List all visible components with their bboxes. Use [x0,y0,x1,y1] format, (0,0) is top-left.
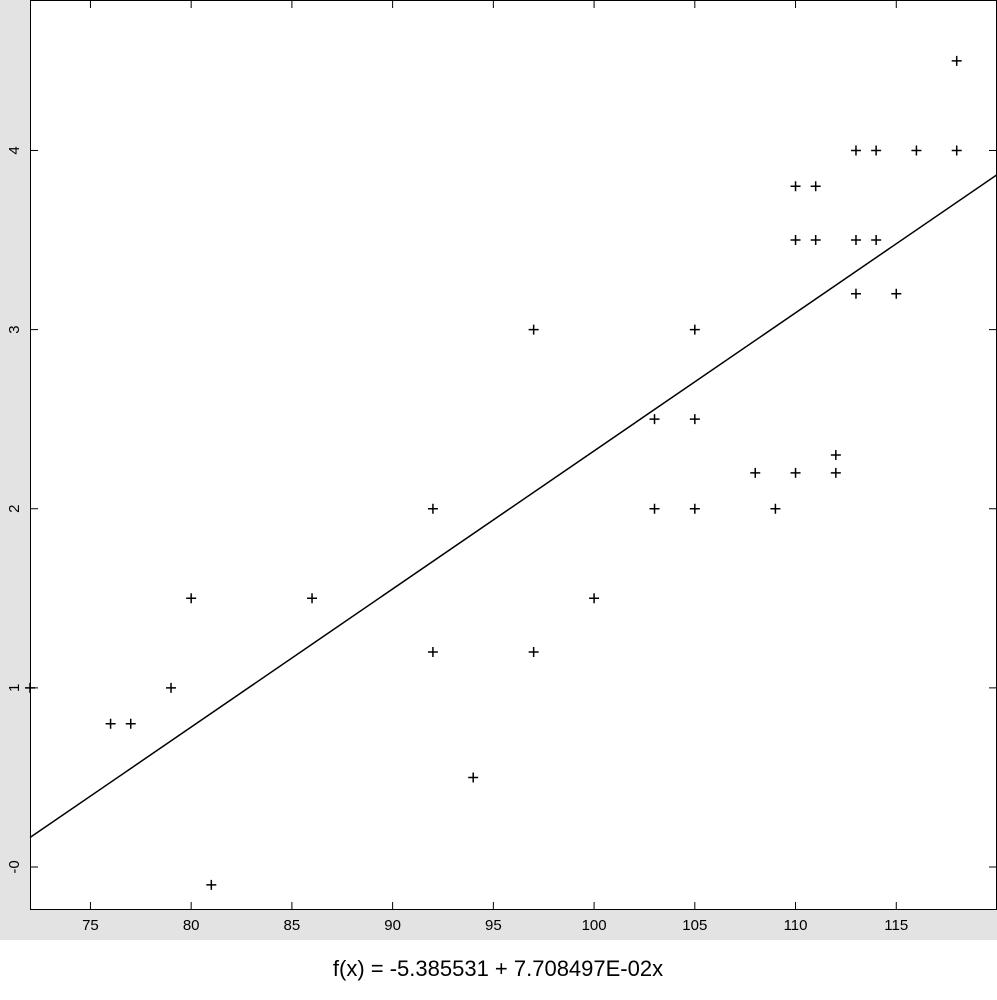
x-tick-label: 115 [884,917,908,934]
point [951,55,962,66]
point [206,879,217,890]
point [689,414,700,425]
point [850,288,861,299]
x-tick-label: 105 [682,917,707,934]
x-tick-label: 110 [784,917,808,934]
fit-line [29,174,997,839]
point [951,145,962,156]
point [125,718,136,729]
x-tick-label: 100 [582,917,607,934]
point [166,682,177,693]
point [830,450,841,460]
point [307,593,318,604]
x-tick-label: 95 [485,917,502,934]
y-tick-label: 3 [6,325,23,333]
point [186,593,197,604]
point [105,718,116,729]
y-tick-label: -0 [6,860,23,873]
point [790,235,801,246]
x-tick-label: 85 [284,917,301,934]
point [468,772,479,783]
x-tick-label: 90 [384,917,401,934]
point [830,467,841,478]
axis-background [0,0,30,940]
plot-area [30,0,997,910]
point [891,288,902,299]
fit-caption: f(x) = -5.385531 + 7.708497E-02x [333,956,663,981]
x-tick-label: 75 [82,917,99,934]
point [649,503,660,514]
point [427,503,438,514]
point [871,235,882,246]
point [528,647,539,658]
point [689,503,700,514]
point [790,181,801,192]
point [528,324,539,335]
y-tick-label: 4 [6,146,23,154]
point [911,145,922,156]
y-tick-label: 2 [6,505,23,513]
point [649,414,660,425]
point [850,145,861,156]
x-tick-label: 80 [183,917,200,934]
point [427,647,438,658]
point [790,467,801,478]
point [25,682,35,693]
point [850,235,861,246]
y-tick-label: 1 [6,684,23,692]
point [689,324,700,335]
point [810,181,821,192]
point [810,235,821,246]
point [589,593,600,604]
point [770,503,781,514]
axis-background [0,910,997,940]
point [750,467,761,478]
point [871,145,882,156]
